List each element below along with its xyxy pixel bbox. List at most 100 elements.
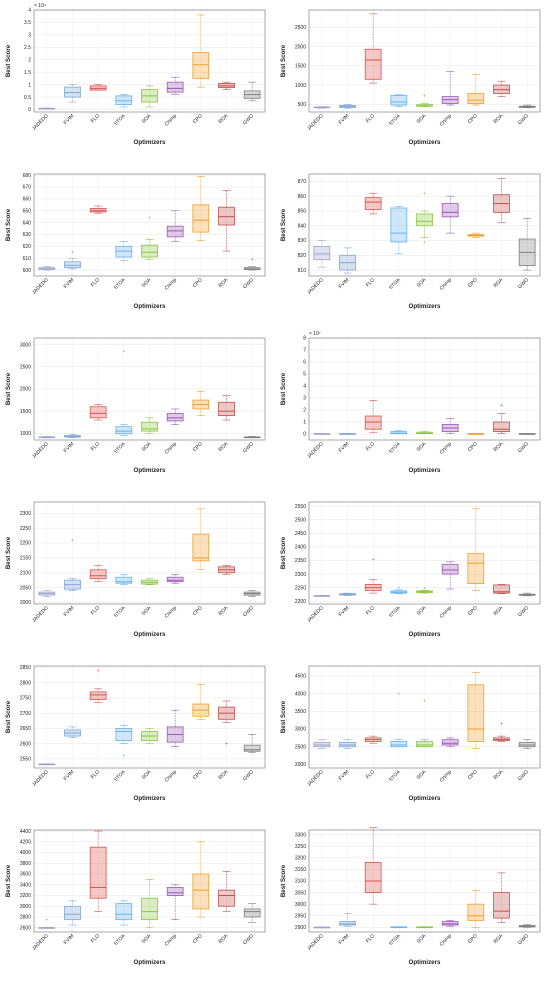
boxplot-panel-4: 810 820 830 840 850 860 870 JADEDO FVIM FLO STOA + +…	[275, 164, 550, 328]
boxplot-panel-1: 0 0.5 1 1.5 2 2.5 3 3.5 4 × 10⁴ JADEDO FVIM FLO STOA S…	[0, 0, 275, 164]
box-flo	[89, 569, 107, 580]
xtick-label: FVIM	[338, 605, 351, 618]
boxplot-svg: 2550 2600 2650 2700 2750 2800 2850 JADEDO FVIM + F…	[5, 665, 266, 802]
xtick-label: SOA	[141, 441, 153, 453]
box-roa	[218, 206, 235, 226]
box-flo	[364, 862, 382, 893]
box-gwo	[243, 744, 261, 752]
xtick-label: ROA	[493, 277, 505, 289]
box-roa	[493, 584, 510, 594]
ytick-label: 2800	[20, 680, 31, 686]
boxplot-svg: 2900 2950 3000 3050 3100 3150 3200 3250 3300 JADE…	[280, 827, 541, 966]
xtick-label: SOA	[416, 933, 428, 945]
xtick-label: GWO	[242, 605, 255, 618]
box-soa	[416, 741, 433, 748]
plot-frame	[33, 665, 266, 769]
xtick-label: Chimp	[439, 113, 454, 128]
ytick-label: 2600	[20, 925, 31, 931]
xtick-label: STOA	[113, 769, 127, 783]
ytick-label: 1000	[20, 431, 31, 437]
boxplot-svg: 1000 1500 2000 2500 3000 JADEDO FVIM FLO + STOA SO…	[5, 337, 266, 474]
xtick-label: GWO	[242, 933, 255, 946]
ytick-label: 1	[28, 82, 31, 88]
xtick-label: JADEDO	[306, 933, 325, 952]
xtick-label: CPO	[467, 605, 479, 617]
boxplot-svg: 0 0.5 1 1.5 2 2.5 3 3.5 4× 10⁴ JADEDO FVIM FLO STOA S…	[5, 3, 266, 146]
xtick-label: CPO	[467, 441, 479, 453]
ytick-label: 3000	[20, 904, 31, 910]
ytick-label: 3	[28, 33, 31, 39]
xtick-label: Chimp	[439, 933, 454, 948]
box-flo	[89, 691, 107, 700]
xtick-label: GWO	[517, 769, 530, 782]
xtick-label: Chimp	[164, 277, 179, 292]
outlier-marker: +	[71, 538, 74, 544]
xtick-label: STOA	[388, 605, 402, 619]
box-soa	[416, 213, 433, 227]
box-fvim	[64, 905, 81, 921]
xtick-label: ROA	[218, 277, 230, 289]
ytick-label: 650	[23, 208, 32, 214]
plot-frame	[33, 173, 266, 277]
ytick-label: 3800	[20, 861, 31, 867]
xtick-label: JADEDO	[306, 113, 325, 132]
box-chimp	[441, 564, 459, 575]
ytick-label: 4500	[295, 674, 306, 680]
box-chimp	[166, 225, 184, 238]
box-soa	[141, 421, 158, 432]
plot-frame	[308, 337, 541, 441]
box-flo	[89, 406, 107, 419]
ytick-label: 610	[23, 256, 32, 262]
xtick-label: FVIM	[338, 441, 351, 454]
ytick-label: 2050	[20, 585, 31, 591]
boxplot-panel-9: 2550 2600 2650 2700 2750 2800 2850 JADEDO FVIM + F…	[0, 656, 275, 820]
box-chimp	[441, 921, 459, 926]
ytick-label: 4000	[295, 691, 306, 697]
ytick-label: 3100	[295, 879, 306, 885]
xtick-label: FLO	[365, 769, 376, 780]
ytick-label: 3050	[295, 890, 306, 896]
xtick-label: GWO	[517, 933, 530, 946]
outlier-marker: +	[423, 586, 426, 592]
box-roa	[493, 737, 510, 741]
box-stoa	[390, 207, 408, 243]
y-axis-label: Best Score	[5, 372, 12, 405]
xtick-label: Chimp	[439, 441, 454, 456]
xtick-label: JADEDO	[31, 605, 50, 624]
y-axis-label: Best Score	[5, 864, 12, 897]
xtick-label: JADEDO	[31, 769, 50, 788]
box-soa	[141, 244, 158, 258]
xtick-label: SOA	[416, 441, 428, 453]
ytick-label: 2550	[20, 757, 31, 763]
plot-frame	[33, 501, 266, 605]
ytick-label: 620	[23, 244, 32, 250]
plot-frame	[33, 337, 266, 441]
xtick-label: ROA	[218, 933, 230, 945]
x-axis-label: Optimizers	[134, 795, 167, 802]
outlier-marker: +	[500, 722, 503, 728]
ytick-label: 2500	[295, 25, 306, 31]
xtick-label: SOA	[141, 605, 153, 617]
xtick-label: FLO	[365, 277, 376, 288]
boxplot-svg: 2000 2500 3000 3500 4000 4500 JADEDO FVIM FLO + ST…	[280, 665, 541, 802]
ytick-label: 2500	[295, 517, 306, 523]
ytick-label: 8	[303, 336, 306, 342]
xtick-label: STOA	[388, 441, 402, 455]
ytick-label: 2400	[295, 545, 306, 551]
outlier-marker: +	[45, 917, 48, 923]
xtick-label: GWO	[242, 441, 255, 454]
box-stoa	[390, 741, 408, 748]
box-cpo	[192, 873, 210, 910]
xtick-label: ROA	[493, 441, 505, 453]
xtick-label: SOA	[141, 277, 153, 289]
xtick-label: STOA	[388, 277, 402, 291]
xtick-label: FLO	[90, 113, 101, 124]
outlier-marker: +	[225, 741, 228, 747]
boxplot-svg: 810 820 830 840 850 860 870 JADEDO FVIM FLO STOA + +…	[280, 173, 541, 310]
ytick-label: 830	[298, 238, 307, 244]
xtick-label: FLO	[90, 277, 101, 288]
box-cpo	[467, 903, 485, 921]
ytick-label: 3600	[20, 872, 31, 878]
box-flo	[364, 197, 382, 210]
ytick-label: 2000	[295, 762, 306, 768]
